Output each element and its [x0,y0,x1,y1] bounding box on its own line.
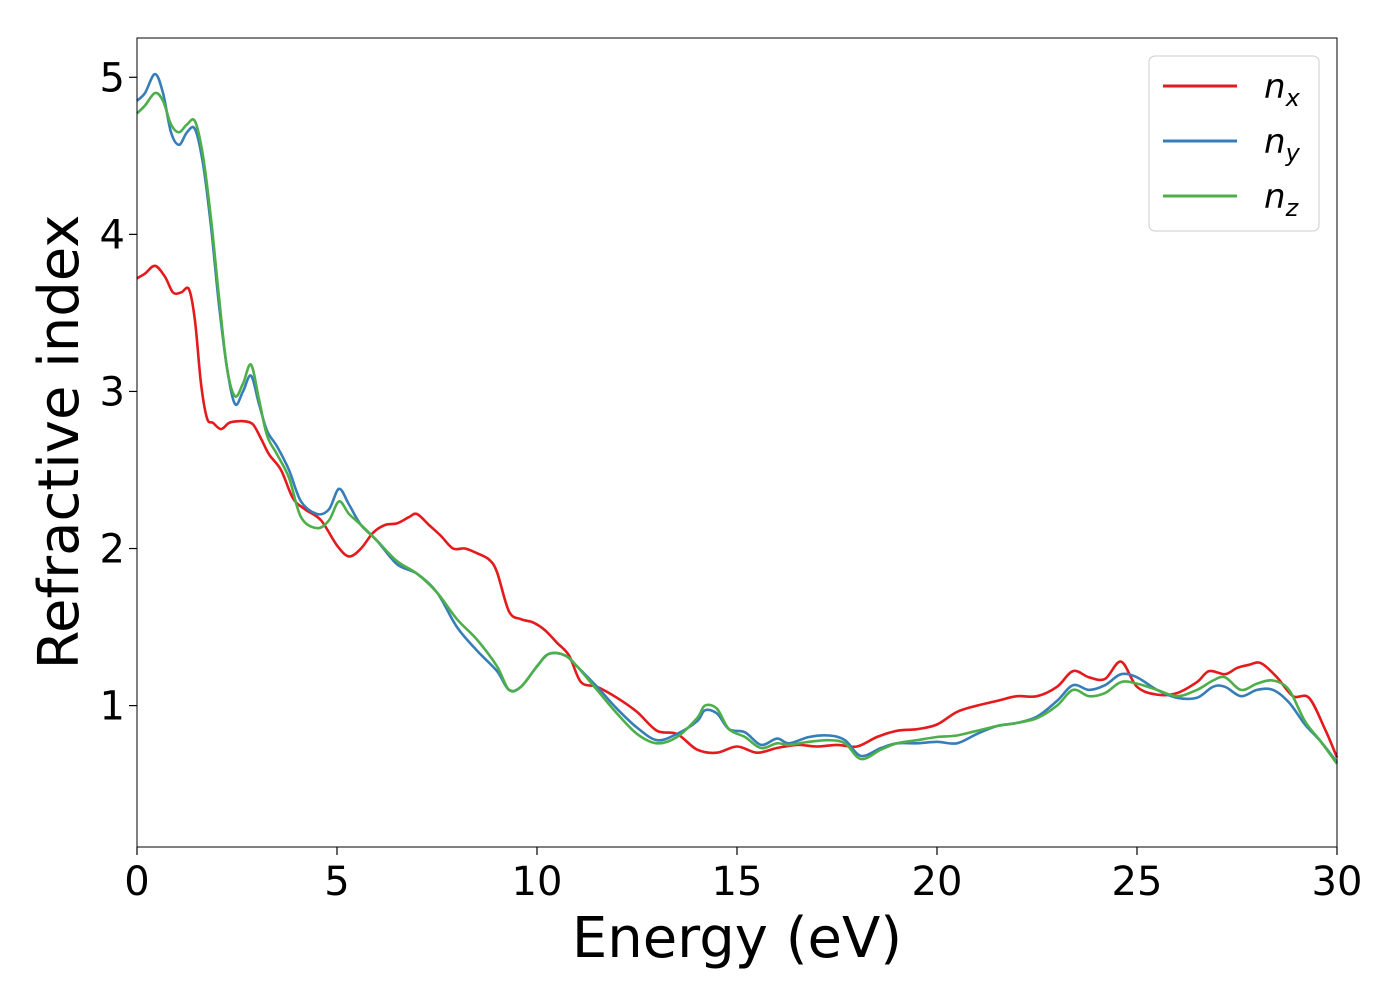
x-tick-label: 10 [512,859,563,905]
y-axis-ticks: 1 2 3 4 5 [100,55,137,730]
series-line-nx [136,264,1339,758]
x-axis-title: Energy (eV) [572,906,902,971]
series-lines [136,72,1339,765]
y-tick-label: 4 [100,212,125,258]
x-tick-label: 15 [712,859,763,905]
y-tick-label: 2 [100,527,125,573]
series-line-ny [136,72,1339,764]
y-axis-title: Refractive index [27,215,92,670]
y-tick-label: 1 [100,684,125,730]
x-tick-label: 30 [1312,859,1363,905]
series-line-nz [136,91,1339,765]
x-tick-label: 5 [324,859,349,905]
y-tick-label: 5 [100,55,125,101]
legend-box [1148,55,1320,232]
x-axis-ticks: 0 5 10 15 20 25 30 [124,847,1362,905]
plot-background [137,38,1337,847]
x-tick-label: 25 [1112,859,1163,905]
x-tick-label: 20 [912,859,963,905]
x-tick-label: 0 [124,859,149,905]
y-tick-label: 3 [100,369,125,415]
